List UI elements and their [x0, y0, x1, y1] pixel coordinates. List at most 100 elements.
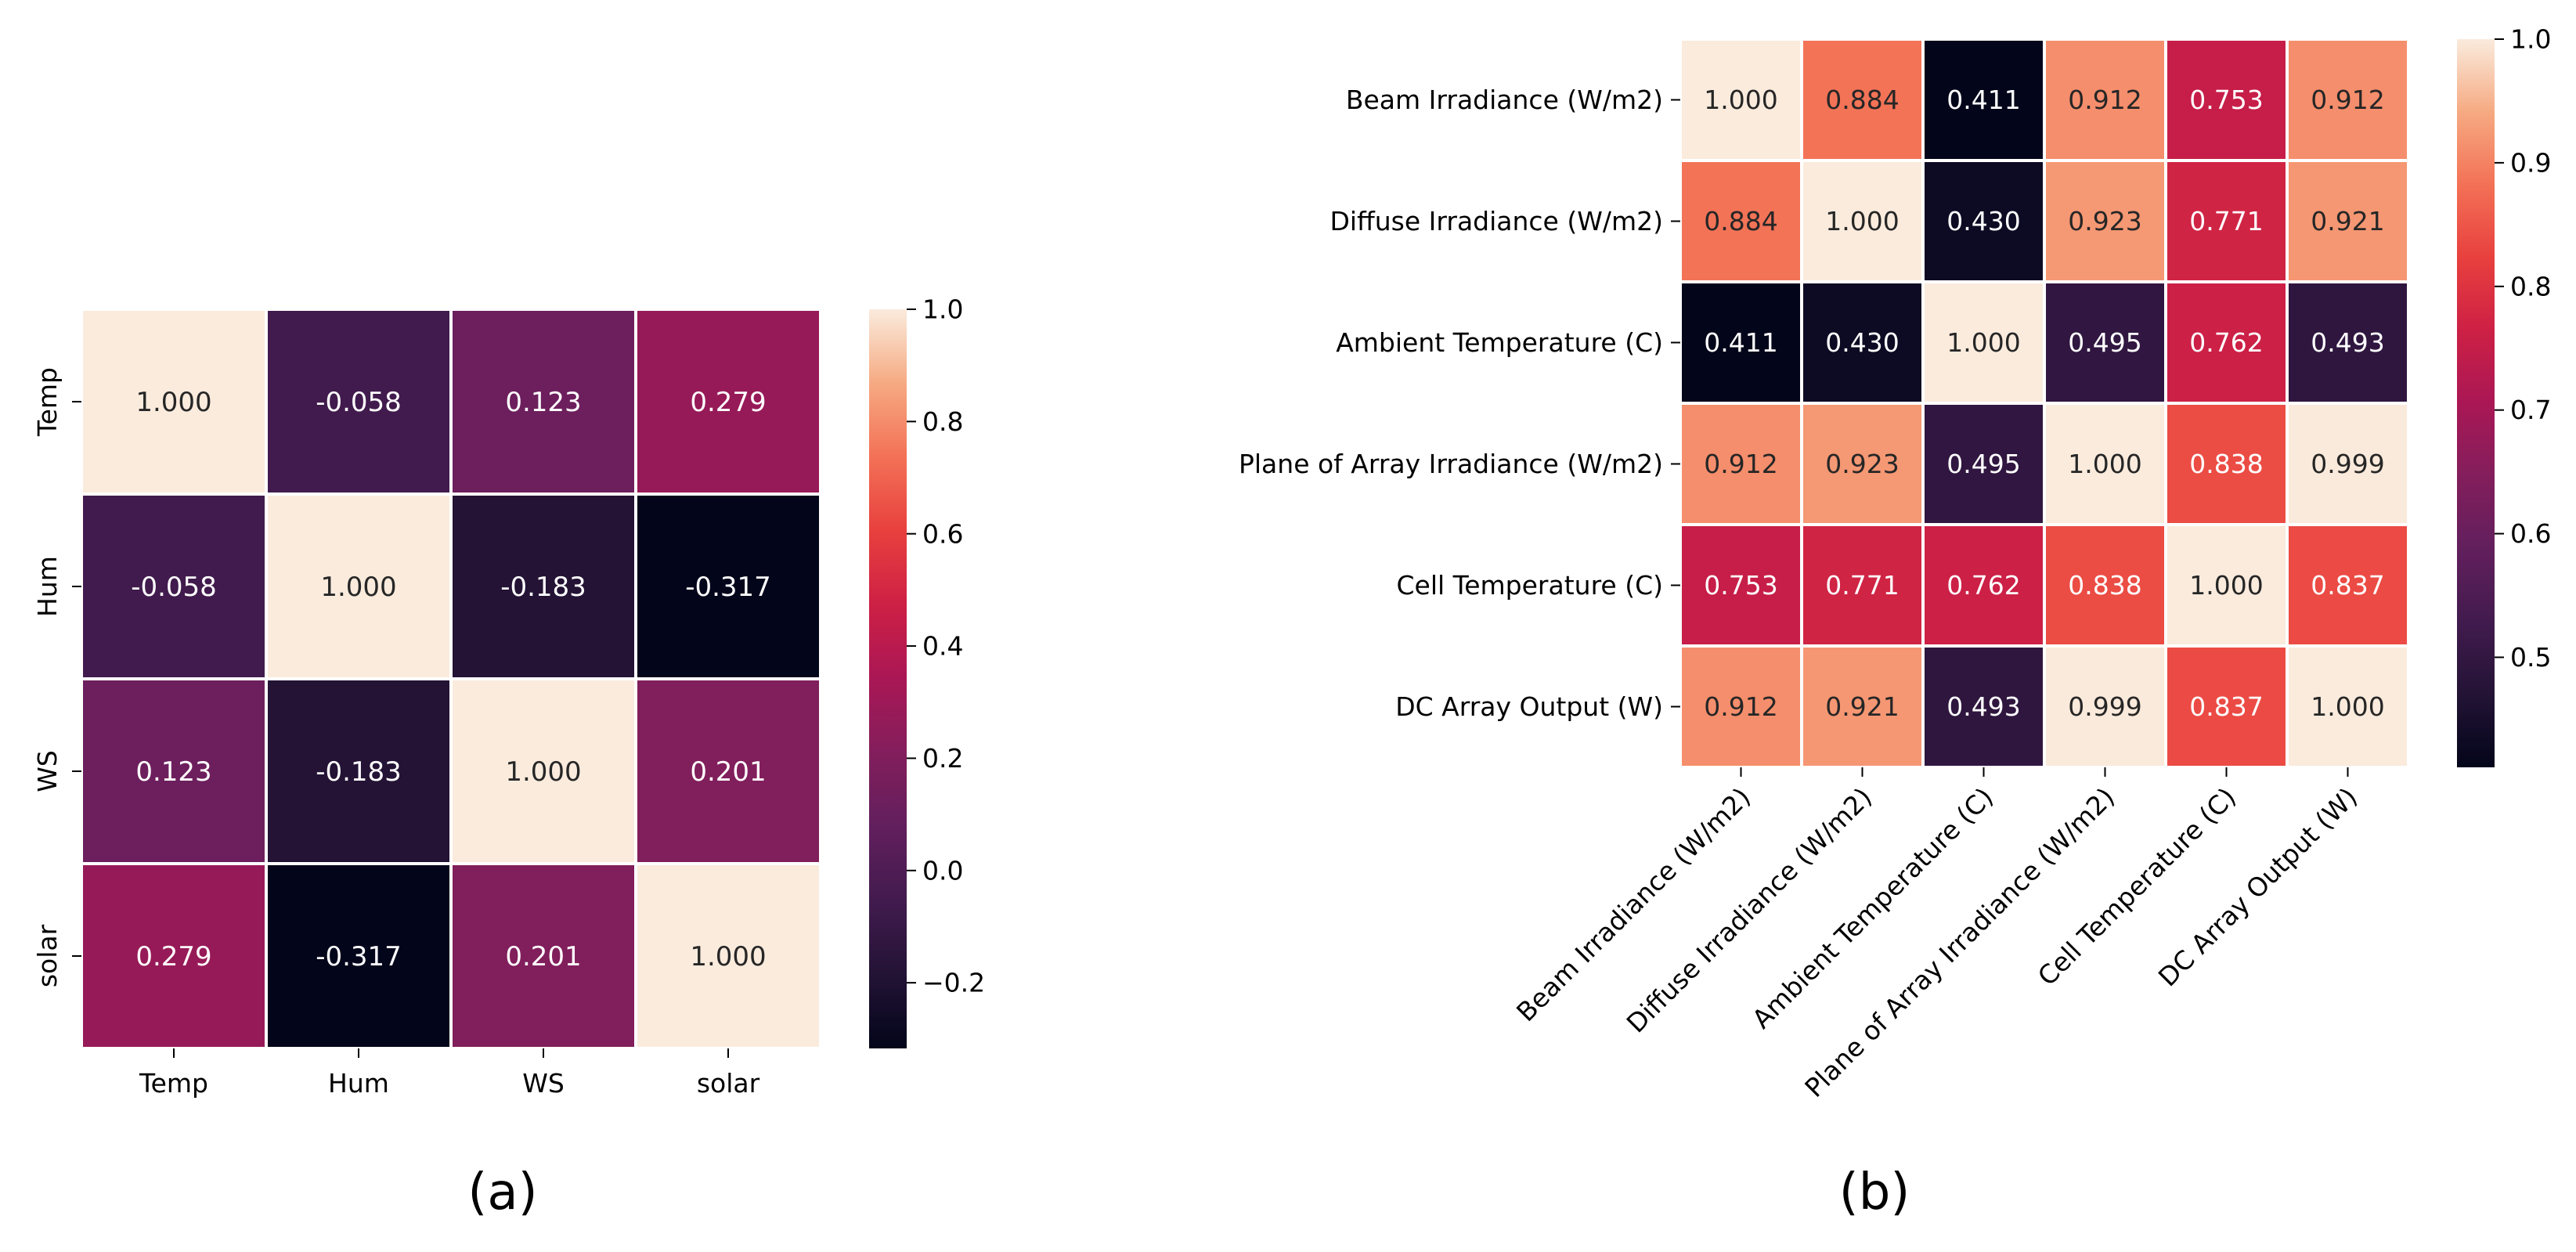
- heatmap-cell: [80, 308, 268, 496]
- cell-value-label: 0.771: [1825, 570, 1899, 601]
- heatmap-cell: [265, 677, 453, 865]
- row-label: Diffuse Irradiance (W/m2): [1329, 206, 1663, 236]
- heatmap-cell: [265, 862, 453, 1050]
- colorbar-tick-label: 0.9: [2510, 147, 2551, 178]
- heatmap-cell: [1800, 38, 1925, 162]
- heatmap-cell: [2043, 280, 2167, 405]
- cell-value-label: 0.279: [690, 387, 766, 418]
- cell-value-label: 1.000: [1704, 85, 1777, 115]
- heatmap-cell: [1800, 644, 1925, 769]
- heatmap-cell: [1921, 402, 2046, 526]
- cell-value-label: 0.923: [1825, 449, 1899, 479]
- heatmap-cell: [449, 308, 637, 496]
- col-label: DC Array Output (W): [2152, 781, 2363, 992]
- cell-value-label: -0.183: [316, 756, 402, 788]
- col-label: solar: [697, 1068, 760, 1099]
- cell-value-label: 0.771: [2189, 206, 2263, 236]
- heatmap-cell: [1679, 523, 1803, 648]
- cell-value-label: 0.123: [135, 756, 211, 788]
- cell-value-label: 0.495: [2068, 327, 2141, 358]
- heatmap-cell: [634, 677, 822, 865]
- colorbar-tick-label: 0.0: [922, 855, 963, 886]
- cell-value-label: 0.411: [1704, 327, 1777, 358]
- cell-value-label: 0.762: [1946, 570, 2020, 601]
- cell-value-label: 0.430: [1946, 206, 2020, 236]
- colorbar-tick-label: −0.2: [922, 968, 985, 998]
- heatmap-cell: [2286, 159, 2410, 283]
- heatmap-b-cells: 1.000 0.884 0.411 0.912 0.753 0.912 0.884 1.000…: [1679, 38, 2410, 769]
- cell-value-label: 0.838: [2189, 449, 2263, 479]
- cell-value-label: 0.838: [2068, 570, 2141, 601]
- cell-value-label: 0.123: [505, 387, 581, 418]
- colorbar-tick-label: 1.0: [922, 294, 963, 325]
- row-label: Cell Temperature (C): [1397, 570, 1664, 601]
- heatmap-cell: [2043, 402, 2167, 526]
- cell-value-label: 0.279: [135, 941, 211, 972]
- heatmap-cell: [1921, 523, 2046, 648]
- cell-value-label: 0.912: [2311, 85, 2384, 115]
- col-label: Hum: [328, 1068, 389, 1099]
- cell-value-label: 0.411: [1946, 85, 2020, 115]
- heatmap-b-colorbar: 1.0 0.9 0.8 0.7 0.6 0.5: [2457, 24, 2551, 767]
- row-label: solar: [32, 924, 63, 987]
- col-label: Temp: [139, 1068, 208, 1099]
- col-label: Diffuse Irradiance (W/m2): [1621, 781, 1878, 1038]
- row-label: Ambient Temperature (C): [1336, 327, 1663, 358]
- heatmap-cell: [1921, 38, 2046, 162]
- heatmap-a-colorbar: 1.0 0.8 0.6 0.4 0.2 0.0 −0.2: [869, 294, 985, 1048]
- cell-value-label: -0.058: [131, 572, 217, 603]
- heatmap-cell: [2043, 644, 2167, 769]
- cell-value-label: 1.000: [135, 387, 211, 418]
- cell-value-label: 0.495: [1946, 449, 2020, 479]
- heatmap-cell: [1800, 280, 1925, 405]
- cell-value-label: 0.753: [1704, 570, 1777, 601]
- cell-value-label: 0.201: [505, 941, 581, 972]
- heatmap-cell: [2164, 38, 2289, 162]
- cell-value-label: 0.999: [2068, 691, 2141, 722]
- heatmap-cell: [2164, 280, 2289, 405]
- heatmap-a-cells: 1.000 -0.058 0.123 0.279 -0.058 1.000 -0.183 -0…: [80, 308, 822, 1050]
- panel-a-caption: (a): [467, 1164, 537, 1221]
- cell-value-label: 0.762: [2189, 327, 2263, 358]
- cell-value-label: 0.201: [690, 756, 766, 788]
- cell-value-label: 0.753: [2189, 85, 2263, 115]
- row-label: Temp: [32, 367, 63, 437]
- cell-value-label: 0.999: [2311, 449, 2384, 479]
- heatmap-cell: [2286, 402, 2410, 526]
- cell-value-label: 1.000: [1825, 206, 1899, 236]
- heatmap-cell: [634, 862, 822, 1050]
- cell-value-label: 0.921: [2311, 206, 2384, 236]
- cell-value-label: -0.183: [500, 572, 586, 603]
- heatmap-cell: [1679, 644, 1803, 769]
- colorbar-gradient: [869, 309, 907, 1048]
- heatmap-cell: [2164, 523, 2289, 648]
- colorbar-tick-label: 0.6: [922, 518, 963, 549]
- cell-value-label: -0.317: [685, 572, 771, 603]
- heatmap-cell: [2286, 280, 2410, 405]
- cell-value-label: 0.493: [1946, 691, 2020, 722]
- cell-value-label: 0.912: [2068, 85, 2141, 115]
- heatmap-a-row-labels: Temp Hum WS solar: [32, 367, 81, 987]
- row-label: Hum: [32, 556, 63, 617]
- heatmap-b-col-labels: Beam Irradiance (W/m2)Diffuse Irradiance…: [1510, 767, 2363, 1103]
- cell-value-label: 0.430: [1825, 327, 1899, 358]
- col-label: WS: [522, 1068, 565, 1099]
- cell-value-label: 0.912: [1704, 449, 1777, 479]
- cell-value-label: 0.921: [1825, 691, 1899, 722]
- cell-value-label: 1.000: [690, 941, 766, 972]
- cell-value-label: 1.000: [2189, 570, 2263, 601]
- cell-value-label: 0.837: [2189, 691, 2263, 722]
- colorbar-tick-label: 0.4: [922, 631, 963, 662]
- row-label: Plane of Array Irradiance (W/m2): [1239, 449, 1663, 479]
- heatmap-b-row-labels: Beam Irradiance (W/m2) Diffuse Irradiance…: [1239, 85, 1680, 722]
- row-label: WS: [32, 750, 63, 792]
- col-label: Cell Temperature (C): [2032, 781, 2242, 991]
- cell-value-label: 0.912: [1704, 691, 1777, 722]
- heatmap-panel-a: 1.000 -0.058 0.123 0.279 -0.058 1.000 -0.183 -0…: [32, 294, 985, 1221]
- heatmap-cell: [2286, 644, 2410, 769]
- cell-value-label: 0.493: [2311, 327, 2384, 358]
- colorbar-tick-label: 0.7: [2510, 395, 2551, 425]
- colorbar-tick-label: 0.8: [2510, 271, 2551, 301]
- heatmap-cell: [265, 308, 453, 496]
- cell-value-label: -0.317: [316, 941, 402, 972]
